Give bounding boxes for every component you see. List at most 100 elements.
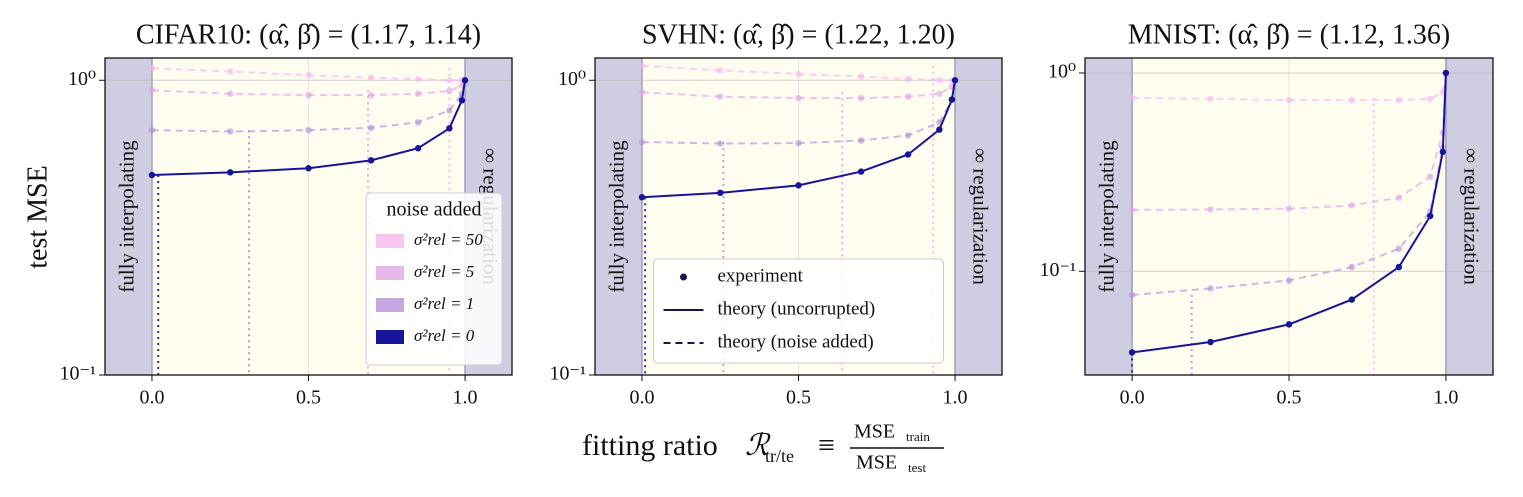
experiment-point [1348, 96, 1355, 104]
shaded-region [955, 58, 1002, 375]
experiment-point [1207, 285, 1214, 292]
experiment-point [1348, 202, 1355, 209]
theory-line [641, 80, 957, 199]
plot-frame [594, 57, 1003, 376]
theory-line [641, 80, 957, 145]
experiment-point [936, 126, 943, 133]
x-tick-label: 0.5 [786, 387, 811, 409]
experiment-point [148, 87, 156, 94]
legend-marker [680, 273, 687, 281]
experiment-point [305, 126, 312, 134]
experiment-point [367, 124, 375, 131]
theory-line [641, 64, 956, 82]
legend-swatch [376, 330, 404, 344]
theory-line [641, 79, 956, 100]
experiment-point [305, 91, 312, 99]
experiment-point [305, 72, 312, 79]
shaded-region [1445, 58, 1493, 375]
experiment-point [717, 140, 724, 147]
experiment-point [1395, 96, 1403, 104]
experiment-point [305, 165, 312, 172]
x-label-text: fitting ratio [582, 429, 718, 462]
experiment-point [446, 77, 453, 84]
legend-label: σ²rel = 0 [414, 326, 475, 345]
y-tick-label: 10⁻¹ [59, 363, 96, 385]
experiment-point [904, 132, 912, 139]
legend-label: theory (noise added) [718, 331, 874, 352]
experiment-point [227, 169, 234, 176]
experiment-point [1207, 95, 1214, 103]
theory-line [151, 67, 466, 82]
theory-line [1131, 72, 1447, 354]
x-tick-label: 0.0 [1120, 387, 1145, 409]
theory-line [151, 80, 467, 177]
region-label: fully interpolating [114, 140, 138, 293]
experiment-point [1128, 206, 1136, 214]
experiment-point [414, 119, 422, 126]
x-label-denominator: MSE [856, 452, 897, 474]
legend-label: σ²rel = 1 [414, 294, 474, 313]
x-tick-label: 0.5 [1277, 387, 1302, 409]
legend-label: experiment [718, 265, 804, 286]
experiment-point [1427, 95, 1434, 103]
x-label-symbol: ℛ [745, 429, 771, 462]
region-label: ∞ regularization [1460, 148, 1484, 285]
experiment-point [795, 139, 802, 147]
chart-title: SVHN: (α̂, β̂) = (1.22, 1.20) [642, 19, 955, 50]
x-axis-label: fitting ratio ℛ tr/te ≡ MSE train MSE te… [582, 421, 944, 475]
region-label: fully interpolating [604, 140, 628, 293]
experiment-point [857, 137, 865, 144]
chart-title: CIFAR10: (α̂, β̂) = (1.17, 1.14) [136, 19, 481, 50]
region-label: fully interpolating [1094, 140, 1118, 293]
x-tick-label: 0.0 [139, 387, 164, 409]
experiment-point [367, 91, 375, 99]
panel: 0.0 0.5 1.0 10⁻¹ 10⁰ fully interpolating ∞ reg… [549, 19, 1003, 409]
experiment-point [446, 125, 453, 132]
experiment-point [795, 182, 802, 189]
experiment-point [1285, 205, 1293, 212]
plot-frame [1084, 57, 1494, 376]
experiment-point [367, 74, 375, 81]
experiment-point [1128, 94, 1136, 101]
experiment-point [857, 73, 865, 80]
experiment-point [367, 157, 375, 164]
experiment-point [461, 77, 469, 84]
experiment-point [227, 68, 234, 75]
y-tick-label: 10⁰ [68, 68, 96, 90]
experiment-point [148, 64, 156, 72]
y-tick-label: 10⁻¹ [549, 363, 586, 385]
experiment-point [795, 94, 802, 102]
experiment-point [948, 96, 956, 103]
experiment-point [414, 90, 422, 97]
plot-frame [104, 57, 513, 376]
experiment-point [1348, 263, 1355, 271]
shaded-region [105, 58, 152, 375]
experiment-point [227, 128, 234, 135]
legend-swatch [376, 234, 404, 248]
experiment-point [1207, 206, 1214, 213]
experiment-point [904, 93, 912, 100]
experiment-point [638, 62, 646, 69]
legend-label: σ²rel = 50 [414, 230, 483, 249]
experiment-point [458, 97, 466, 104]
theory-line [151, 79, 466, 97]
experiment-point [795, 70, 802, 78]
chart-title: MNIST: (α̂, β̂) = (1.12, 1.36) [1128, 19, 1451, 50]
experiment-point [717, 189, 724, 197]
experiment-point [148, 126, 156, 134]
experiment-point [414, 145, 422, 152]
experiment-point [638, 138, 646, 146]
experiment-point [936, 90, 943, 97]
experiment-point [1128, 349, 1136, 356]
theory-line [1132, 72, 1447, 102]
experiment-point [857, 94, 865, 102]
experiment-point [1285, 96, 1293, 104]
experiment-point [1348, 296, 1355, 303]
experiment-point [414, 75, 422, 83]
x-tick-label: 1.0 [943, 387, 968, 409]
experiment-point [717, 93, 724, 100]
experiment-point [446, 107, 453, 114]
x-label-denominator-sub: test [908, 460, 926, 475]
y-axis-label: test MSE [22, 165, 53, 268]
